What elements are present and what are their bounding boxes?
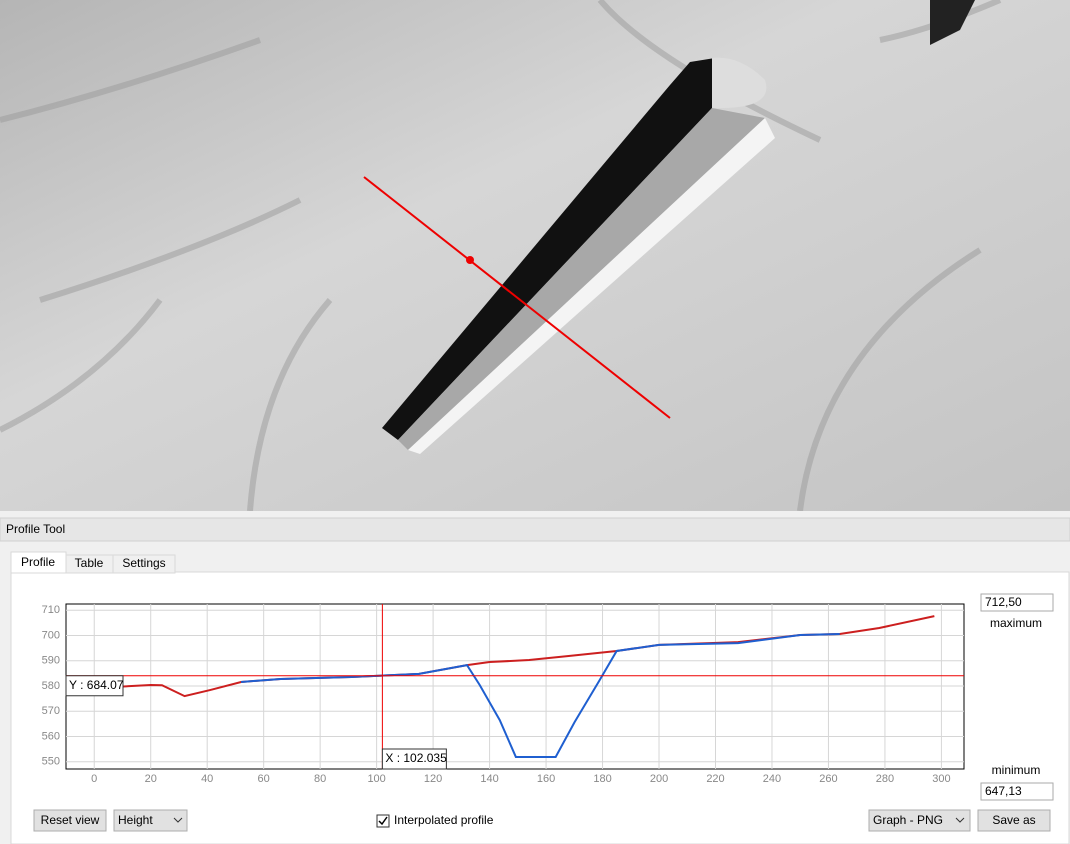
x-tick-label: 0 — [91, 773, 97, 785]
y-tick-label: 570 — [42, 705, 60, 717]
min-spinbox[interactable] — [980, 782, 1054, 801]
x-tick-label: 280 — [876, 773, 894, 785]
button-label[interactable]: Reset view — [41, 813, 100, 827]
min-label: minimum — [992, 763, 1041, 777]
dropdown-arrow — [173, 817, 183, 823]
crosshair-label-box — [381, 748, 447, 770]
trench-end — [712, 57, 767, 109]
y-tick-label: 560 — [42, 730, 60, 742]
crosshair-label-box — [65, 675, 124, 697]
tab-label[interactable]: Profile — [21, 555, 55, 569]
tab-label[interactable]: Settings — [122, 556, 165, 570]
dropdown-arrow — [955, 817, 965, 823]
max-value[interactable]: 712,50 — [985, 595, 1022, 609]
terrain-dark — [930, 0, 975, 45]
checkbox-label[interactable]: Interpolated profile — [394, 813, 494, 827]
tab-label[interactable]: Table — [75, 556, 104, 570]
profile-marker — [466, 256, 474, 264]
x-tick-label: 140 — [480, 773, 498, 785]
y-tick-label: 710 — [42, 604, 60, 616]
panel-title: Profile Tool — [6, 522, 65, 536]
crosshair-x-label: X : 102.035 — [385, 751, 447, 765]
max-label: maximum — [990, 616, 1042, 630]
dropdown[interactable] — [113, 809, 188, 832]
trench-side — [408, 118, 775, 454]
x-tick-label: 240 — [763, 773, 781, 785]
x-tick-label: 60 — [258, 773, 270, 785]
dropdown-label[interactable]: Graph - PNG — [873, 813, 943, 827]
x-tick-label: 300 — [932, 773, 950, 785]
button[interactable] — [977, 809, 1051, 832]
y-tick-label: 590 — [42, 655, 60, 667]
y-tick-label: 700 — [42, 629, 60, 641]
x-tick-label: 80 — [314, 773, 326, 785]
x-tick-label: 20 — [145, 773, 157, 785]
y-tick-label: 550 — [42, 756, 60, 768]
x-tick-label: 220 — [706, 773, 724, 785]
terrain-ridge — [0, 0, 1002, 512]
x-tick-label: 160 — [537, 773, 555, 785]
profile-chart: 710 700 590 580 570 560 550 0 20 40 60 80 100 120 140 1… — [42, 603, 965, 785]
x-tick-label: 40 — [201, 773, 213, 785]
tab[interactable] — [112, 554, 176, 574]
x-tick-label: 180 — [593, 773, 611, 785]
profile-line — [363, 176, 671, 419]
trench-bottom — [398, 108, 765, 450]
min-value[interactable]: 647,13 — [985, 784, 1022, 798]
button[interactable] — [33, 809, 107, 832]
dropdown[interactable] — [868, 809, 971, 832]
x-tick-label: 260 — [819, 773, 837, 785]
map-canvas — [0, 0, 1070, 512]
x-tick-label: 200 — [650, 773, 668, 785]
crosshair-y-label: Y : 684.07 — [69, 678, 124, 692]
max-spinbox[interactable] — [980, 593, 1054, 612]
trench-side — [382, 58, 715, 440]
dropdown-label[interactable]: Height — [118, 813, 153, 827]
y-tick-label: 580 — [42, 680, 60, 692]
panel-titlebar — [0, 517, 1070, 542]
x-tick-label: 120 — [424, 773, 442, 785]
button-label[interactable]: Save as — [992, 813, 1035, 827]
checkmark — [378, 816, 388, 826]
checkbox[interactable] — [376, 814, 390, 828]
x-tick-label: 100 — [367, 773, 385, 785]
